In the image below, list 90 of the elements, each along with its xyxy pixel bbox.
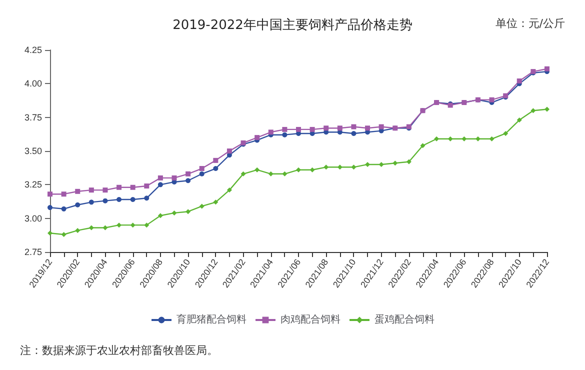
point: [116, 196, 122, 202]
point: [75, 202, 80, 208]
point: [448, 136, 453, 142]
point: [282, 132, 288, 138]
y-tick-label: 4.00: [24, 78, 42, 89]
y-tick-label: 3.00: [24, 213, 42, 224]
point: [489, 136, 494, 142]
text: 注：数据来源于农业农村部畜牧兽医局。: [20, 344, 218, 357]
point: [378, 162, 384, 167]
point: [544, 106, 550, 112]
point: [102, 225, 108, 230]
point: [199, 171, 204, 176]
point: [475, 136, 480, 142]
point: [254, 167, 260, 172]
legend-label: 肉鸡配合饲料: [280, 314, 340, 326]
y-tick-label: 2.75: [24, 247, 42, 257]
point: [186, 178, 191, 184]
point: [365, 126, 370, 131]
point: [268, 171, 274, 176]
point: [268, 130, 274, 135]
point: [75, 188, 80, 194]
point: [75, 228, 80, 233]
point: [530, 108, 536, 114]
point: [186, 171, 191, 176]
point: [462, 136, 467, 142]
point: [434, 136, 440, 142]
point: [503, 130, 508, 136]
point: [116, 184, 122, 190]
point: [296, 126, 301, 132]
point: [199, 204, 204, 209]
point: [282, 171, 288, 176]
point: [420, 143, 426, 148]
point: [406, 159, 412, 164]
point: [351, 130, 356, 136]
point: [282, 126, 288, 132]
point: [130, 196, 136, 202]
point: [226, 188, 232, 193]
point: [213, 158, 218, 163]
point: [378, 124, 384, 130]
point: [158, 182, 163, 188]
point: [489, 97, 494, 102]
point: [186, 209, 191, 214]
point: [226, 148, 232, 154]
point: [88, 188, 94, 193]
point: [61, 206, 66, 212]
point: [310, 126, 315, 132]
point: [144, 196, 150, 201]
y-tick-label: 3.50: [24, 146, 42, 156]
point: [199, 166, 204, 172]
point: [88, 200, 94, 205]
point: [310, 167, 315, 172]
point: [213, 166, 218, 172]
point: [254, 135, 260, 140]
point: [296, 167, 301, 172]
point: [213, 200, 218, 205]
point: [48, 205, 52, 210]
point: [351, 164, 356, 170]
point: [144, 184, 150, 189]
legend-label: 育肥猪配合饲料: [176, 314, 246, 326]
point: [172, 175, 177, 180]
point: [61, 192, 66, 197]
point: [48, 230, 52, 236]
point: [102, 188, 108, 193]
y-tick-label: 3.75: [24, 112, 42, 122]
point: [102, 198, 108, 204]
point: [61, 232, 66, 237]
y-tick-label: 3.25: [24, 180, 42, 190]
point: [130, 184, 136, 190]
point: [48, 192, 52, 197]
point: [130, 222, 136, 228]
point: [324, 126, 329, 131]
point: [516, 78, 522, 84]
point: [116, 222, 122, 228]
legend-label: 蛋鸡配合饲料: [374, 314, 434, 326]
point: [144, 222, 150, 228]
point: [392, 160, 398, 166]
y-tick-label: 4.25: [24, 45, 42, 55]
point: [351, 124, 356, 130]
point: [544, 66, 550, 72]
point: [240, 171, 246, 176]
point: [337, 126, 342, 131]
point: [337, 164, 342, 170]
point: [88, 225, 94, 230]
text: 单位：元/公斤: [495, 17, 566, 30]
point: [324, 164, 329, 170]
point: [158, 213, 163, 218]
point: [172, 210, 177, 216]
point: [158, 175, 163, 180]
point: [516, 118, 522, 123]
chart-title: 2019-2022年中国主要饲料产品价格走势: [172, 17, 412, 33]
